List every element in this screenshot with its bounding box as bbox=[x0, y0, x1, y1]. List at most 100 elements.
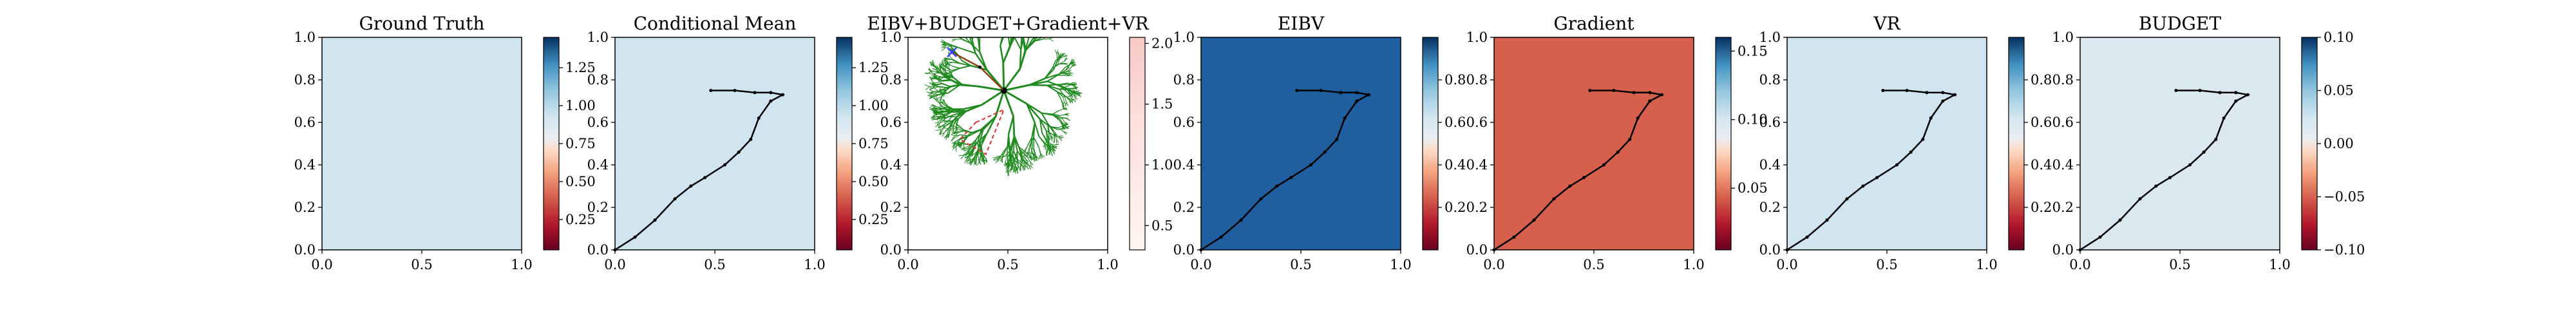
y-tick-label: 0.2 bbox=[1173, 200, 1195, 215]
tree-branch bbox=[941, 62, 945, 67]
tree-branch bbox=[938, 112, 944, 115]
tree-branch bbox=[978, 151, 983, 158]
tree-branch bbox=[938, 87, 947, 92]
tree-branch bbox=[933, 108, 937, 109]
path-waypoint bbox=[2198, 89, 2202, 92]
tree-branch bbox=[954, 126, 958, 129]
tree-branch bbox=[1045, 74, 1056, 79]
x-tick-label: 0.5 bbox=[1583, 257, 1604, 272]
path-waypoint bbox=[689, 184, 693, 188]
path-waypoint bbox=[1875, 176, 1879, 180]
y-tick-label: 0.0 bbox=[2052, 242, 2074, 258]
tree-branch bbox=[969, 149, 974, 155]
tree-branch bbox=[1023, 158, 1029, 165]
tree-branch bbox=[939, 64, 943, 68]
tree-branch bbox=[1026, 103, 1036, 123]
tree-branch bbox=[1008, 162, 1011, 171]
tree-branch bbox=[929, 95, 934, 97]
tree-branch bbox=[1034, 153, 1036, 159]
tree-branch bbox=[969, 152, 973, 156]
path-waypoint bbox=[1648, 99, 1652, 103]
tree-branch bbox=[938, 106, 942, 109]
vehicle-path bbox=[1200, 90, 1372, 251]
tree-branch bbox=[1005, 155, 1008, 162]
tree-branch bbox=[1062, 125, 1066, 130]
tree-branch bbox=[1054, 133, 1057, 140]
colorbar-tick-label: 1.25 bbox=[565, 60, 596, 75]
tree-branch bbox=[1065, 102, 1067, 107]
tree-branch bbox=[1041, 133, 1048, 142]
tree-branch bbox=[934, 97, 938, 102]
y-tick-label: 0.2 bbox=[880, 200, 902, 215]
tree-branch bbox=[942, 90, 947, 92]
tree-branch bbox=[934, 91, 940, 93]
path-waypoint bbox=[749, 137, 753, 141]
tree-branch bbox=[934, 66, 940, 73]
tree-branch bbox=[944, 74, 953, 78]
y-tick-label: 0.8 bbox=[587, 72, 609, 88]
tree-branch bbox=[1038, 136, 1046, 145]
tree-branch bbox=[1068, 87, 1075, 90]
tree-branch bbox=[947, 43, 953, 46]
tree-branch bbox=[1046, 122, 1050, 131]
tree-branch bbox=[1009, 148, 1012, 159]
path-waypoint bbox=[653, 218, 657, 222]
tree-branch bbox=[942, 99, 945, 103]
tree-branch bbox=[999, 158, 1003, 162]
tree-branch bbox=[952, 76, 963, 86]
tree-branch bbox=[999, 45, 1005, 63]
colorbar-tick-label: 0.10 bbox=[2324, 30, 2354, 45]
y-tick-label: 0.6 bbox=[1173, 115, 1195, 130]
tree-branch bbox=[1063, 124, 1068, 128]
tree-branch bbox=[1060, 99, 1065, 105]
tree-branch bbox=[1014, 160, 1018, 168]
tree-branch bbox=[968, 160, 973, 164]
tree-branch bbox=[980, 151, 983, 158]
tree-branch bbox=[1002, 153, 1005, 159]
tree-branch bbox=[1066, 66, 1070, 70]
chart-title: Gradient bbox=[1553, 13, 1634, 34]
path-waypoint bbox=[2246, 93, 2249, 97]
colorbar bbox=[836, 37, 853, 251]
tree-branch bbox=[932, 68, 938, 71]
tree-branch bbox=[938, 126, 943, 128]
tree-branch bbox=[1027, 146, 1030, 153]
tree-branch bbox=[931, 93, 939, 95]
tree-branch bbox=[1041, 153, 1045, 158]
tree-branch bbox=[937, 96, 942, 99]
tree-branch bbox=[1014, 167, 1016, 173]
tree-branch bbox=[1067, 66, 1072, 72]
tree-branch bbox=[952, 45, 963, 50]
path-waypoint bbox=[2174, 89, 2178, 92]
tree-branch bbox=[1025, 162, 1028, 167]
tree-branch bbox=[964, 158, 968, 164]
tree-branch bbox=[1028, 164, 1032, 170]
tree-branch bbox=[993, 158, 999, 161]
panel-6: VR 0.0 0.5 1.0 0.0 0.2 0.4 0.6 0.8 1.0 0.2 0.4 0.6 0.… bbox=[1759, 13, 2052, 272]
x-tick-label: 0.5 bbox=[1876, 257, 1897, 272]
path-waypoint bbox=[1861, 184, 1865, 188]
chart-title: EIBV bbox=[1278, 13, 1325, 34]
tree-branch bbox=[960, 134, 969, 137]
tree-branch bbox=[942, 44, 947, 48]
colorbar-tick-label: 0.15 bbox=[1738, 43, 1768, 59]
tree-branch bbox=[962, 48, 976, 54]
tree-branch bbox=[938, 124, 940, 129]
tree-branch bbox=[1040, 153, 1043, 158]
y-tick-label: 0.4 bbox=[294, 157, 316, 173]
tree-branch bbox=[964, 145, 971, 148]
tree-branch bbox=[1068, 99, 1073, 102]
tree-branch bbox=[958, 131, 964, 133]
colorbar-tick-label: 1.00 bbox=[858, 98, 889, 113]
tree-branch bbox=[1069, 59, 1074, 64]
tree-branch bbox=[929, 62, 934, 66]
tree-branch bbox=[1055, 132, 1056, 137]
path-waypoint bbox=[1239, 218, 1243, 222]
path-waypoint bbox=[769, 99, 773, 103]
tree-branch bbox=[1025, 41, 1036, 51]
x-tick-label: 0.0 bbox=[1483, 257, 1504, 272]
tree-branch bbox=[1058, 84, 1067, 89]
colorbar-tick-label: −0.10 bbox=[2324, 242, 2365, 258]
tree-branch bbox=[936, 100, 943, 107]
path-waypoint bbox=[1805, 235, 1809, 239]
